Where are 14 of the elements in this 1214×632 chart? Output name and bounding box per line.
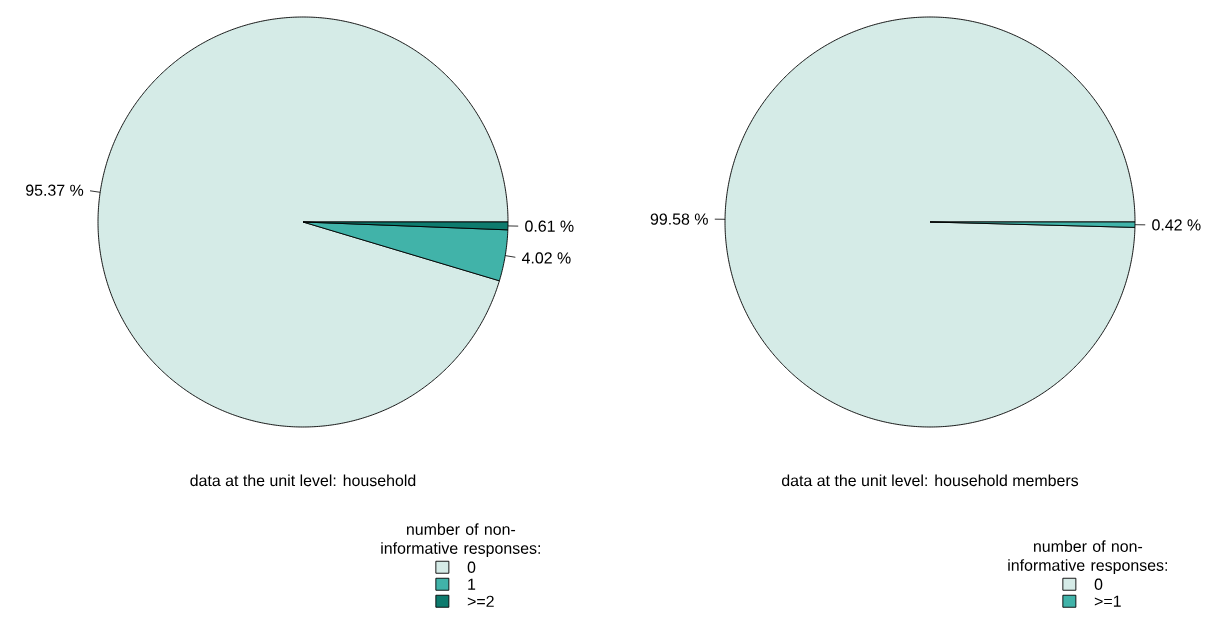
data-label: 0.42 %: [1152, 219, 1201, 231]
legend-label: 0: [1094, 578, 1103, 590]
legend-label: 0: [467, 561, 476, 573]
data-label: 0.61 %: [525, 220, 574, 232]
text: data at the unit level: household: [190, 474, 416, 487]
data-label: 4.02 %: [521, 252, 571, 264]
legend-title: number of non-informative responses:: [381, 523, 540, 558]
legend-label: >=2: [467, 595, 494, 607]
legend-label: 1: [468, 578, 476, 590]
data-label: 99.58 %: [650, 213, 708, 225]
text: data at the unit level: household members: [781, 474, 1079, 487]
legend-title: number of non-informative responses:: [1008, 540, 1167, 575]
data-label: 95.37 %: [26, 184, 84, 196]
legend-label: >=1: [1094, 595, 1121, 607]
